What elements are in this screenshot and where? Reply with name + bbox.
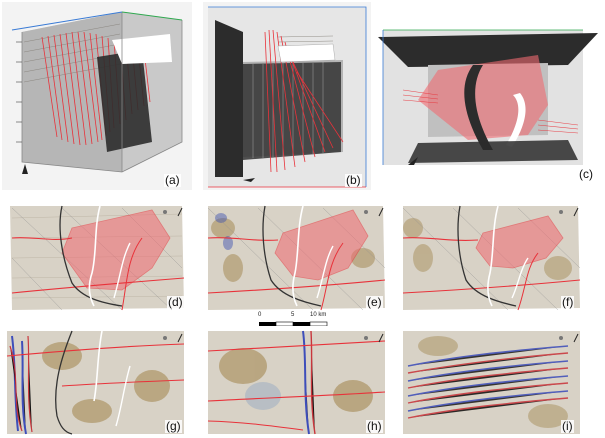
panel-label: (f) [561,295,575,309]
panel-a-3d-view: (a) [2,2,192,190]
panel-label: (g) [165,419,182,433]
scale-mid: 5 [291,312,295,318]
panel-label: (a) [164,173,181,187]
panel-e-map-view: (e) [203,198,393,316]
panel-label: (d) [167,295,184,309]
panel-label: (c) [578,167,594,181]
panel-label: (b) [345,173,362,187]
panel-d-map-view: (d) [2,198,192,316]
panel-c-3d-view: (c) [378,25,603,190]
panel-g-attribute-map: (g) [2,326,192,438]
panel-label: (h) [366,419,383,433]
panel-f-map-view: (f) [398,198,588,316]
scale-start: 0 [258,312,262,318]
scale-end: 10 km [310,312,327,318]
panel-b-3d-view: (b) [203,2,371,190]
scale-bar: 0 5 10 km [258,312,328,334]
panel-label: (i) [561,419,574,433]
panel-h-attribute-map: (h) [203,326,393,438]
panel-label: (e) [366,295,383,309]
panel-i-attribute-map: (i) [398,326,588,438]
